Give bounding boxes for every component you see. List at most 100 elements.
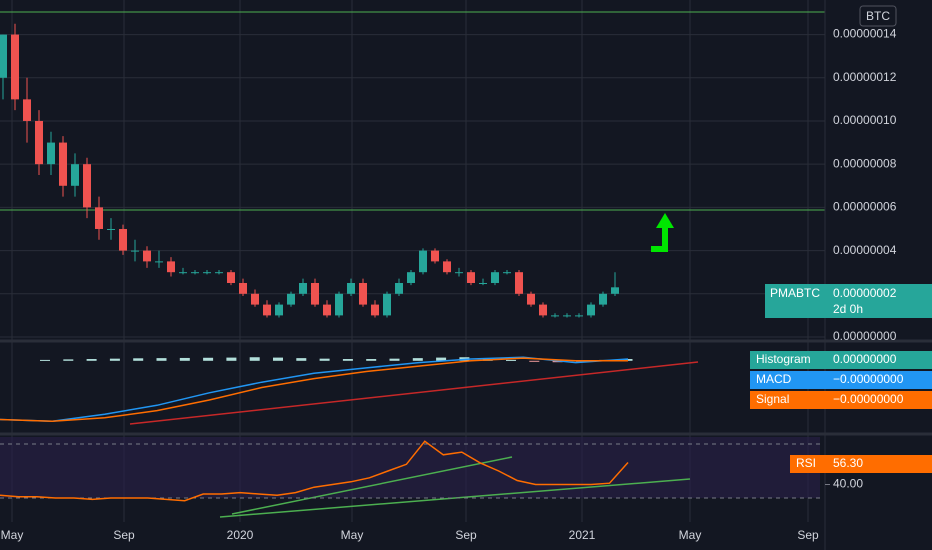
currency: BTC bbox=[866, 9, 890, 23]
candle-body bbox=[0, 34, 7, 78]
y-tick-label: 0.00000000 bbox=[833, 329, 897, 343]
candle-body bbox=[491, 272, 499, 283]
histogram-bar bbox=[273, 357, 283, 361]
candle-body bbox=[383, 293, 391, 316]
x-tick-label: 2021 bbox=[569, 528, 596, 542]
histogram-bar bbox=[109, 358, 120, 361]
histogram-bar bbox=[436, 357, 447, 361]
histogram-bar bbox=[249, 357, 260, 361]
currency-badge bbox=[859, 5, 897, 27]
histogram-bar bbox=[133, 358, 144, 361]
legend-name: Histogram bbox=[756, 352, 811, 366]
candle-body bbox=[407, 272, 415, 283]
candle-body bbox=[35, 120, 43, 165]
histogram-bar bbox=[179, 357, 190, 361]
x-tick-label: Sep bbox=[797, 528, 819, 542]
countdown: 2d 0h bbox=[833, 302, 863, 316]
histogram-bar bbox=[366, 359, 377, 361]
legend-box bbox=[750, 351, 932, 369]
candle-body bbox=[455, 272, 463, 274]
x-tick-label: Sep bbox=[113, 528, 135, 542]
histogram-bar bbox=[529, 360, 540, 362]
candle-body bbox=[359, 282, 367, 305]
histogram-bar bbox=[40, 359, 50, 361]
legend-box bbox=[750, 391, 932, 409]
candle-body bbox=[119, 228, 127, 251]
candle-body bbox=[431, 250, 439, 262]
histogram-bar bbox=[86, 359, 97, 361]
candle-body bbox=[59, 142, 67, 186]
histogram-bar bbox=[622, 359, 633, 361]
candle-body bbox=[515, 272, 523, 294]
y-tick-label: 0.00000014 bbox=[833, 27, 897, 41]
histogram-bar bbox=[389, 358, 400, 361]
candle-body bbox=[263, 304, 271, 316]
candle-body bbox=[203, 272, 211, 274]
candle-body bbox=[599, 293, 607, 305]
candle-body bbox=[131, 250, 139, 252]
rsi-value: 56.30 bbox=[833, 456, 863, 470]
candle-body bbox=[11, 34, 19, 100]
candle-body bbox=[419, 250, 427, 273]
x-tick-label: May bbox=[1, 528, 24, 542]
histogram-bar bbox=[552, 360, 563, 363]
candle-body bbox=[467, 272, 475, 283]
x-tick-label: May bbox=[341, 528, 364, 542]
candle-body bbox=[155, 261, 163, 263]
candle-body bbox=[311, 282, 319, 305]
candle-body bbox=[275, 304, 283, 316]
candle-body bbox=[71, 164, 79, 186]
symbol-label: PMABTC bbox=[770, 286, 820, 300]
histogram-bar bbox=[506, 359, 516, 361]
legend-value: 0.00000000 bbox=[833, 352, 897, 366]
candle-body bbox=[479, 282, 487, 284]
rsi-band bbox=[0, 437, 820, 498]
histogram-bar bbox=[319, 358, 330, 361]
candle-body bbox=[587, 304, 595, 316]
candle-body bbox=[191, 272, 199, 274]
rsi-label-box bbox=[790, 455, 932, 473]
candle-body bbox=[551, 315, 559, 317]
legend-name: MACD bbox=[756, 372, 792, 386]
candle-body bbox=[299, 282, 307, 294]
histogram-bar bbox=[296, 358, 307, 361]
trend-line bbox=[231, 456, 513, 515]
trend-line bbox=[129, 361, 699, 425]
candle-body bbox=[179, 272, 187, 274]
last-price-box bbox=[765, 284, 932, 318]
candle-body bbox=[167, 261, 175, 273]
candle-body bbox=[503, 272, 511, 274]
candle-body bbox=[371, 304, 379, 316]
y-tick-label: 0.00000004 bbox=[833, 243, 897, 257]
histogram-bar bbox=[226, 357, 237, 361]
y-tick-label: 0.00000010 bbox=[833, 113, 897, 127]
rsi-line bbox=[0, 440, 629, 502]
macd-line bbox=[0, 356, 629, 423]
signal-line bbox=[0, 357, 628, 423]
legend-value: −0.00000000 bbox=[833, 372, 904, 386]
rsi-name: RSI bbox=[796, 456, 816, 470]
arrow-annotation bbox=[651, 213, 674, 252]
histogram-bar bbox=[203, 357, 214, 361]
candle-body bbox=[251, 293, 259, 305]
candle-body bbox=[83, 164, 91, 208]
histogram-bar bbox=[412, 358, 423, 361]
last-price: 0.00000002 bbox=[833, 286, 897, 300]
x-tick-label: 2020 bbox=[227, 528, 254, 542]
legend-value: −0.00000000 bbox=[833, 392, 904, 406]
candle-body bbox=[539, 304, 547, 316]
legend-box bbox=[750, 371, 932, 389]
candle-body bbox=[23, 99, 31, 121]
x-tick-label: May bbox=[679, 528, 702, 542]
candle-body bbox=[287, 293, 295, 305]
legend-name: Signal bbox=[756, 392, 789, 406]
candle-body bbox=[215, 272, 223, 274]
candle-body bbox=[143, 250, 151, 262]
candle-body bbox=[227, 272, 235, 283]
candle-body bbox=[575, 315, 583, 317]
y-tick-label: 0.00000008 bbox=[833, 156, 897, 170]
candle-body bbox=[395, 282, 403, 294]
y-tick-label: 0.00000006 bbox=[833, 200, 897, 214]
